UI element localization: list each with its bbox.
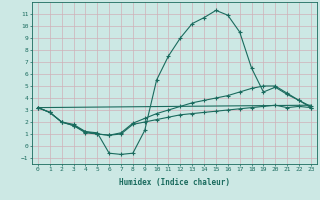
X-axis label: Humidex (Indice chaleur): Humidex (Indice chaleur) xyxy=(119,178,230,187)
